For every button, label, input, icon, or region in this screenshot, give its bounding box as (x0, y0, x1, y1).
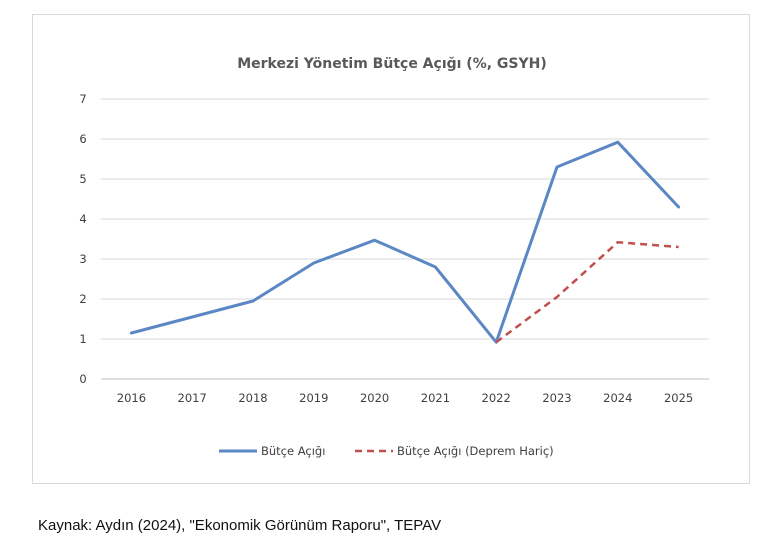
y-tick-label: 1 (79, 332, 86, 346)
x-tick-label: 2022 (482, 391, 511, 405)
y-tick-label: 3 (79, 252, 86, 266)
y-tick-label: 5 (79, 172, 86, 186)
series-layer (129, 140, 681, 344)
chart-frame: Merkezi Yönetim Bütçe Açığı (%, GSYH) 0 1… (32, 14, 750, 484)
source-note: Kaynak: Aydın (2024), "Ekonomik Görünüm … (38, 517, 442, 534)
x-tick-label: 2020 (360, 391, 389, 405)
grid-layer (101, 98, 709, 380)
x-tick-label: 2019 (299, 391, 328, 405)
series-line-2 (495, 240, 679, 344)
x-tick-label: 2025 (664, 391, 693, 405)
x-tick-label: 2018 (238, 391, 267, 405)
x-tick-label: 2016 (117, 391, 146, 405)
x-tick-label: 2023 (542, 391, 571, 405)
legend: Bütçe Açığı Bütçe Açığı (Deprem Hariç) (219, 444, 554, 458)
y-tick-label: 0 (79, 372, 86, 386)
x-axis-ticks: 2016 2017 2018 2019 2020 2021 2022 2023 2024 2025 (117, 391, 693, 405)
x-tick-label: 2021 (421, 391, 450, 405)
chart-title: Merkezi Yönetim Bütçe Açığı (%, GSYH) (237, 56, 547, 72)
series-line-1 (129, 140, 681, 344)
line-chart: Merkezi Yönetim Bütçe Açığı (%, GSYH) 0 1… (79, 56, 709, 458)
x-tick-label: 2017 (178, 391, 207, 405)
x-tick-label: 2024 (603, 391, 632, 405)
y-tick-label: 6 (79, 132, 86, 146)
legend-label-1: Bütçe Açığı (261, 444, 325, 458)
y-tick-label: 2 (79, 292, 86, 306)
y-axis-ticks: 0 1 2 3 4 5 6 7 (79, 92, 86, 386)
legend-label-2: Bütçe Açığı (Deprem Hariç) (397, 444, 554, 458)
y-tick-label: 4 (79, 212, 86, 226)
y-tick-label: 7 (79, 92, 86, 106)
